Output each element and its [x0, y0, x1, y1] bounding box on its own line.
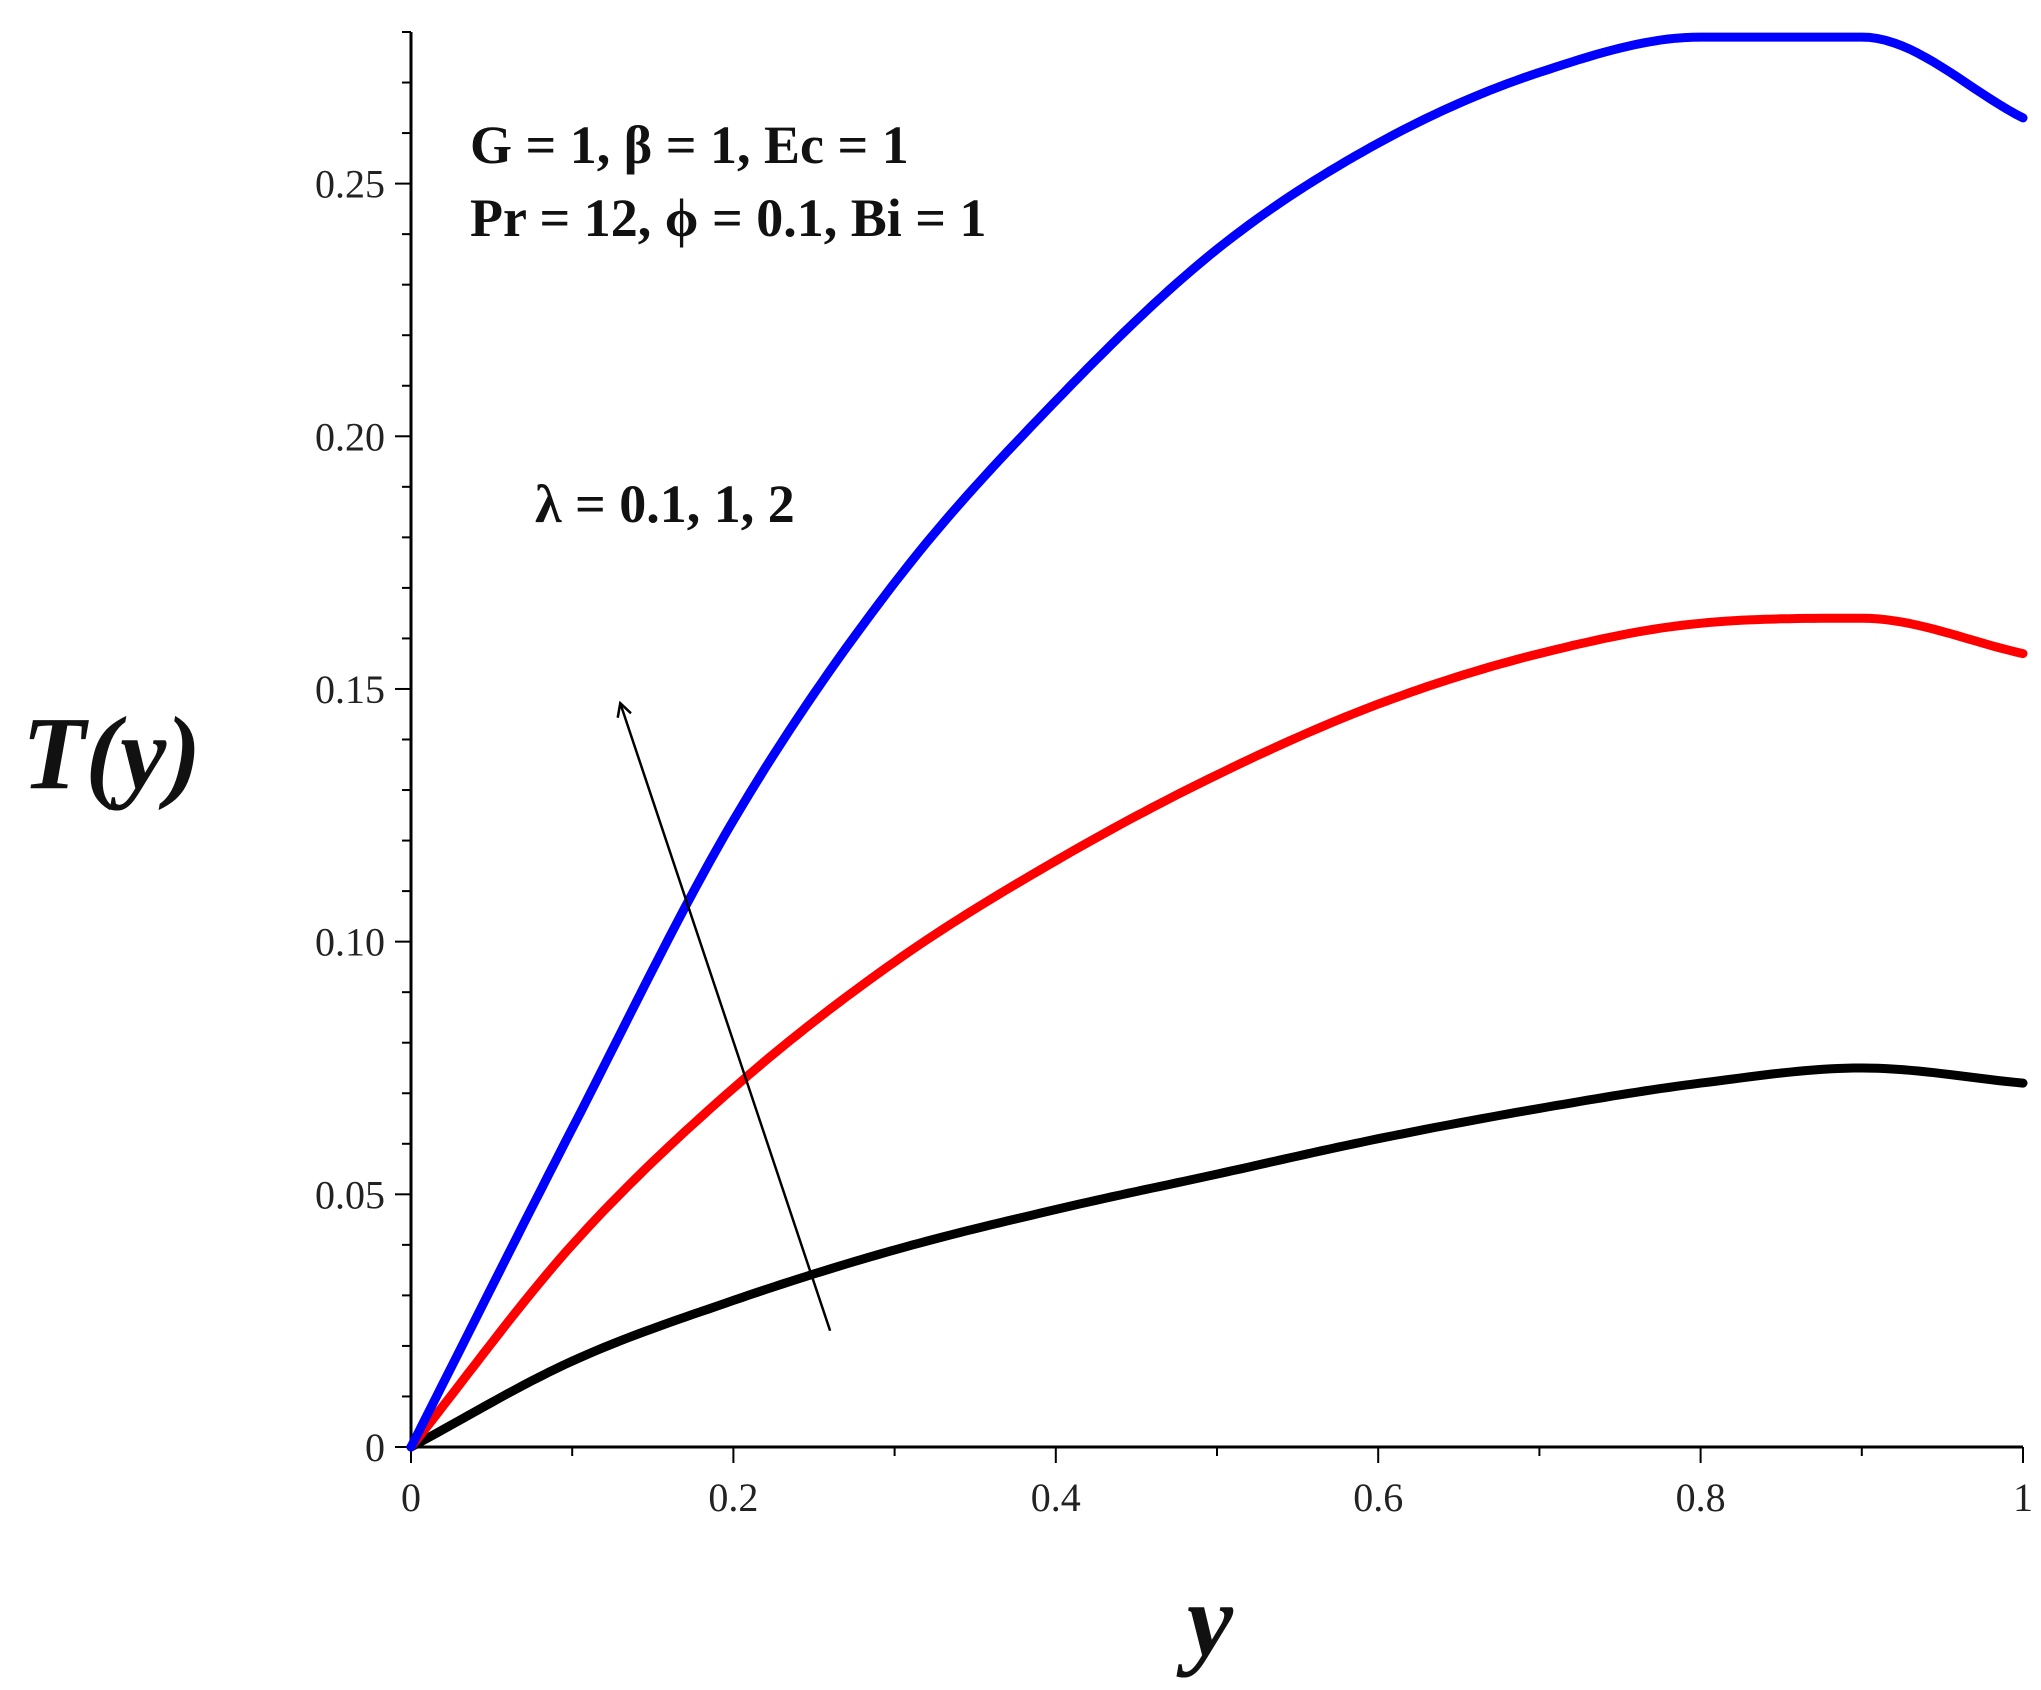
- series-layer: [406, 32, 2028, 1452]
- params-line-1: G = 1, β = 1, Ec = 1: [470, 115, 909, 175]
- y-tick-label: 0: [365, 1425, 385, 1470]
- y-tick-label: 0.10: [315, 920, 385, 965]
- params-line-2: Pr = 12, ϕ = 0.1, Bi = 1: [470, 188, 987, 248]
- x-axis-title: y: [1176, 1563, 1234, 1678]
- series-line-1: [406, 1063, 2028, 1452]
- lambda-label: λ = 0.1, 1, 2: [535, 474, 795, 534]
- y-tick-label: 0.15: [315, 667, 385, 712]
- lambda-arrow: [621, 704, 832, 1332]
- tick-labels: 0 0.2 0.4 0.6 0.8 1 0 0.05 0.10 0.15 0.20 0.25: [315, 162, 2033, 1520]
- series-line-3: [406, 32, 2028, 1452]
- y-axis-title: T(y): [22, 696, 201, 811]
- x-tick-label: 0.6: [1353, 1475, 1403, 1520]
- y-tick-label: 0.25: [315, 162, 385, 207]
- x-tick-label: 0.2: [708, 1475, 758, 1520]
- x-tick-label: 0.4: [1031, 1475, 1081, 1520]
- x-tick-label: 0.8: [1676, 1475, 1726, 1520]
- ticks: [395, 31, 2024, 1463]
- series-line-2: [406, 613, 2028, 1452]
- x-tick-label: 1: [2013, 1475, 2033, 1520]
- y-tick-label: 0.20: [315, 414, 385, 459]
- y-tick-label: 0.05: [315, 1172, 385, 1217]
- x-tick-label: 0: [401, 1475, 421, 1520]
